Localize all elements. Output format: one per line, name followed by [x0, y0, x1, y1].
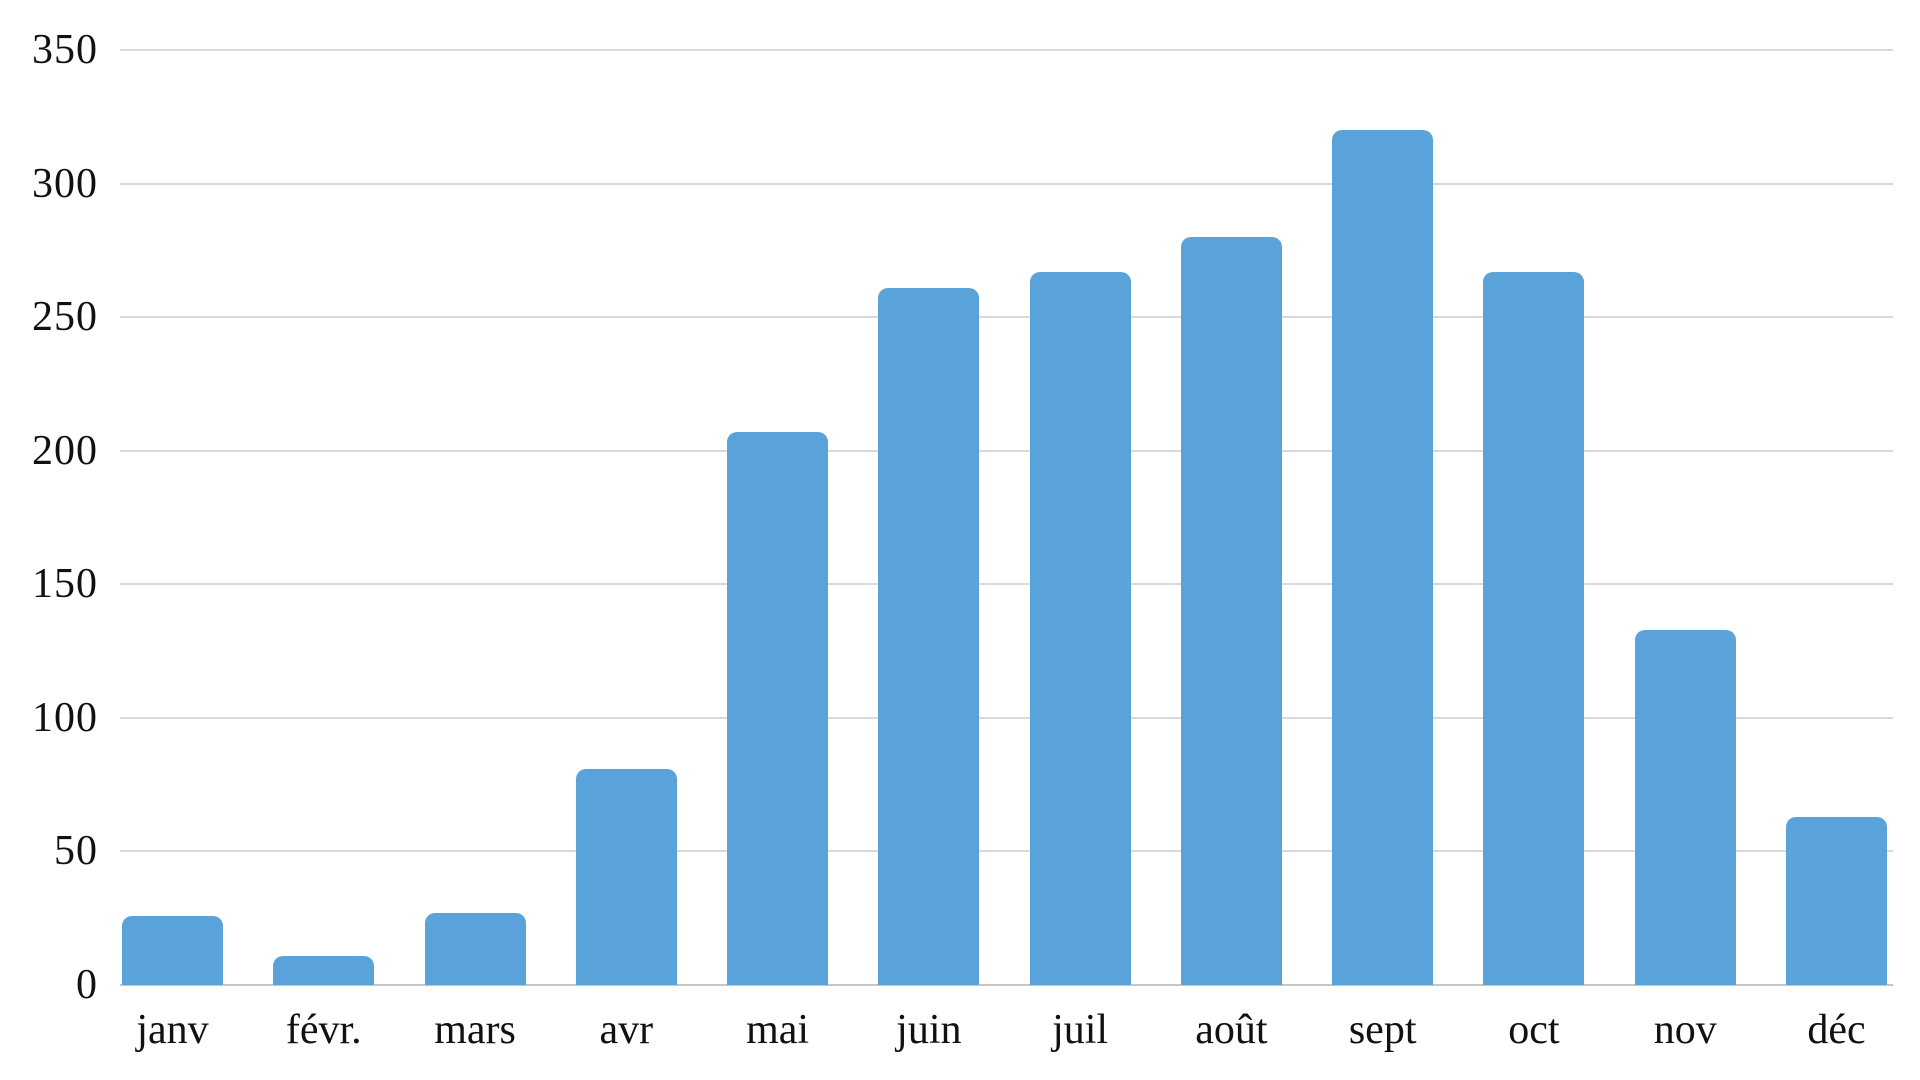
y-tick-label-350: 350	[32, 27, 98, 73]
bar-avr	[575, 768, 677, 985]
x-tick-label-juil: juil	[1052, 1007, 1109, 1053]
bar-mars	[424, 912, 526, 985]
gridline-350	[120, 49, 1893, 51]
x-tick-label-mars: mars	[434, 1007, 516, 1053]
gridline-100	[120, 716, 1893, 719]
x-tick-label-nov: nov	[1653, 1007, 1717, 1053]
gridline-300	[120, 182, 1893, 185]
gridline-150	[120, 583, 1893, 586]
x-tick-label-oct: oct	[1508, 1007, 1560, 1053]
bar-janv	[122, 915, 223, 985]
bar-nov	[1634, 629, 1736, 985]
bar-août	[1180, 237, 1282, 985]
y-tick-label-200: 200	[32, 427, 98, 474]
gridline-200	[120, 449, 1893, 452]
x-axis-line	[120, 984, 1893, 986]
x-tick-label-avr: avr	[599, 1007, 654, 1053]
y-tick-label-250: 250	[32, 294, 98, 341]
bar-févr	[273, 955, 375, 985]
bar-juin	[878, 287, 980, 985]
y-tick-label-50: 50	[54, 828, 98, 875]
x-tick-label-févr: févr.	[285, 1007, 362, 1053]
y-tick-label-300: 300	[32, 160, 98, 207]
x-tick-label-janv: janv	[136, 1007, 209, 1053]
y-tick-label-0: 0	[76, 962, 98, 1008]
x-tick-label-mai: mai	[746, 1007, 810, 1053]
y-tick-label-100: 100	[32, 694, 98, 741]
x-tick-label-juin: juin	[896, 1007, 962, 1053]
x-tick-label-sept: sept	[1348, 1007, 1417, 1053]
bar-juil	[1029, 271, 1131, 985]
y-tick-label-150: 150	[32, 561, 98, 608]
gridline-50	[120, 850, 1893, 853]
bar-mai	[727, 432, 829, 985]
bar-déc	[1785, 816, 1887, 985]
bar-sept	[1332, 130, 1434, 985]
x-tick-label-août: août	[1195, 1007, 1268, 1053]
x-tick-label-déc: déc	[1807, 1007, 1866, 1053]
bar-oct	[1483, 271, 1585, 985]
gridline-250	[120, 316, 1893, 319]
